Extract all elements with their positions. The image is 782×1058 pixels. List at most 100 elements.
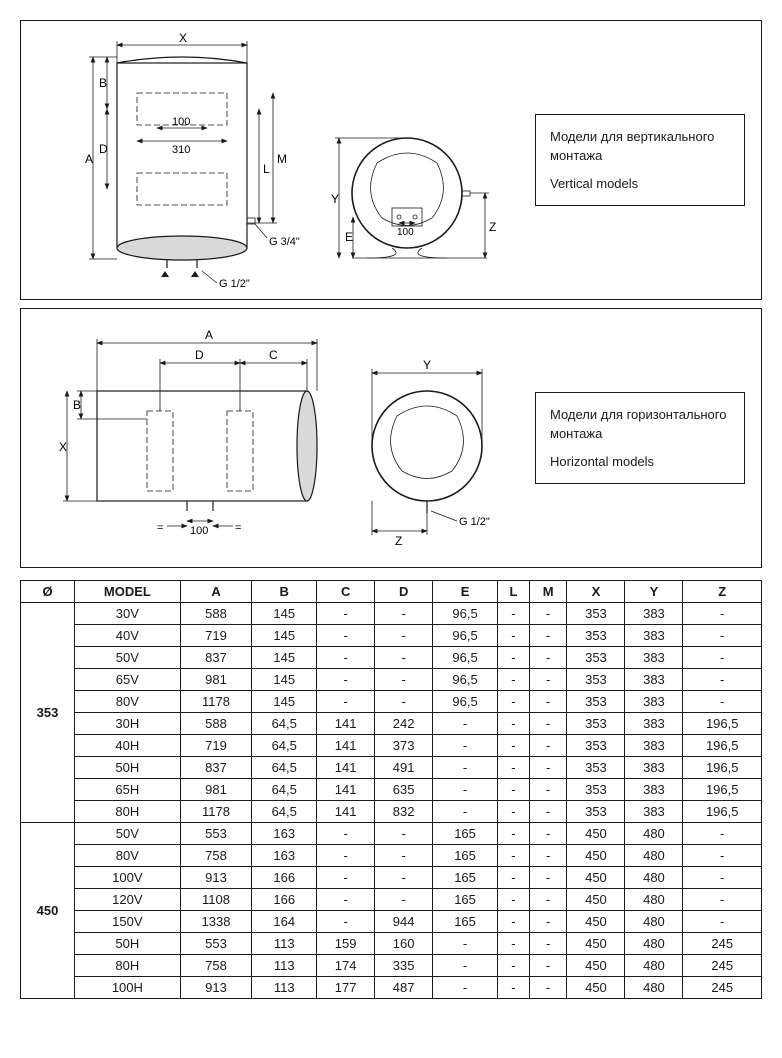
table-cell: -: [497, 647, 529, 669]
table-cell: 196,5: [683, 779, 762, 801]
table-cell: 383: [625, 735, 683, 757]
table-cell: -: [683, 625, 762, 647]
table-cell: 196,5: [683, 757, 762, 779]
table-cell: -: [683, 889, 762, 911]
table-cell: -: [497, 603, 529, 625]
table-cell: 1338: [180, 911, 252, 933]
table-cell: -: [375, 889, 433, 911]
table-cell: 913: [180, 867, 252, 889]
table-cell: 981: [180, 779, 252, 801]
table-cell: 353: [567, 691, 625, 713]
table-cell: 166: [252, 867, 317, 889]
dim-E: E: [345, 230, 353, 244]
table-header-cell: C: [317, 581, 375, 603]
table-row: 80H758113174335---450480245: [21, 955, 762, 977]
table-cell: -: [433, 735, 498, 757]
table-cell: 480: [625, 911, 683, 933]
table-cell: 450: [567, 955, 625, 977]
table-header-cell: M: [529, 581, 566, 603]
table-cell: 383: [625, 669, 683, 691]
dim-X: X: [179, 33, 187, 45]
spec-table: ØMODELABCDELMXYZ 35330V588145--96,5--353…: [20, 580, 762, 999]
table-header-cell: L: [497, 581, 529, 603]
table-cell: 64,5: [252, 779, 317, 801]
vertical-label-box: Модели для вертикального монтажа Vertica…: [535, 114, 745, 207]
table-cell: 80V: [75, 845, 181, 867]
table-cell: 480: [625, 955, 683, 977]
table-cell: -: [529, 801, 566, 823]
table-cell: 196,5: [683, 801, 762, 823]
table-cell: -: [497, 691, 529, 713]
table-cell: -: [375, 691, 433, 713]
diameter-cell: 353: [21, 603, 75, 823]
table-cell: -: [497, 889, 529, 911]
table-cell: 837: [180, 757, 252, 779]
table-cell: 96,5: [433, 603, 498, 625]
table-cell: -: [529, 933, 566, 955]
table-row: 40V719145--96,5--353383-: [21, 625, 762, 647]
table-row: 35330V588145--96,5--353383-: [21, 603, 762, 625]
table-cell: 450: [567, 845, 625, 867]
table-cell: 145: [252, 625, 317, 647]
table-cell: -: [529, 867, 566, 889]
table-cell: -: [529, 955, 566, 977]
table-cell: -: [497, 867, 529, 889]
table-cell: 196,5: [683, 735, 762, 757]
vertical-label-ru: Модели для вертикального монтажа: [550, 127, 730, 166]
table-cell: -: [497, 625, 529, 647]
table-cell: -: [529, 691, 566, 713]
table-cell: 141: [317, 757, 375, 779]
table-cell: -: [497, 845, 529, 867]
table-row: 100H913113177487---450480245: [21, 977, 762, 999]
table-cell: 145: [252, 691, 317, 713]
table-cell: 96,5: [433, 647, 498, 669]
table-cell: -: [375, 625, 433, 647]
dim-Dh: D: [195, 348, 204, 362]
dim-eq1: =: [157, 522, 163, 534]
dim-B: B: [99, 76, 107, 90]
table-cell: -: [497, 735, 529, 757]
table-cell: -: [433, 801, 498, 823]
table-cell: 353: [567, 603, 625, 625]
table-cell: 353: [567, 713, 625, 735]
table-cell: -: [317, 625, 375, 647]
table-row: 150V1338164-944165--450480-: [21, 911, 762, 933]
table-cell: -: [317, 691, 375, 713]
dim-g12h: G 1/2": [459, 516, 490, 528]
table-cell: -: [683, 823, 762, 845]
table-cell: 164: [252, 911, 317, 933]
table-cell: -: [529, 735, 566, 757]
table-cell: 480: [625, 823, 683, 845]
table-cell: 145: [252, 647, 317, 669]
table-cell: 166: [252, 889, 317, 911]
dim-100b: 100: [397, 227, 414, 238]
table-cell: 383: [625, 691, 683, 713]
table-cell: 174: [317, 955, 375, 977]
table-cell: 450: [567, 867, 625, 889]
table-cell: 245: [683, 977, 762, 999]
table-cell: 913: [180, 977, 252, 999]
table-cell: 50V: [75, 823, 181, 845]
table-cell: -: [497, 757, 529, 779]
table-cell: 100V: [75, 867, 181, 889]
vertical-svg: 100 310 X A D B L M: [37, 33, 517, 289]
table-cell: 1178: [180, 801, 252, 823]
table-row: 50V837145--96,5--353383-: [21, 647, 762, 669]
table-cell: 553: [180, 933, 252, 955]
table-cell: -: [529, 669, 566, 691]
table-cell: -: [529, 889, 566, 911]
table-cell: 159: [317, 933, 375, 955]
table-cell: 837: [180, 647, 252, 669]
table-header-cell: B: [252, 581, 317, 603]
table-cell: -: [317, 669, 375, 691]
table-cell: -: [497, 713, 529, 735]
table-cell: -: [433, 779, 498, 801]
table-cell: 450: [567, 889, 625, 911]
table-cell: -: [497, 669, 529, 691]
table-cell: -: [433, 757, 498, 779]
table-cell: 145: [252, 603, 317, 625]
table-cell: 480: [625, 933, 683, 955]
table-header-cell: X: [567, 581, 625, 603]
table-cell: -: [683, 669, 762, 691]
table-cell: 383: [625, 647, 683, 669]
